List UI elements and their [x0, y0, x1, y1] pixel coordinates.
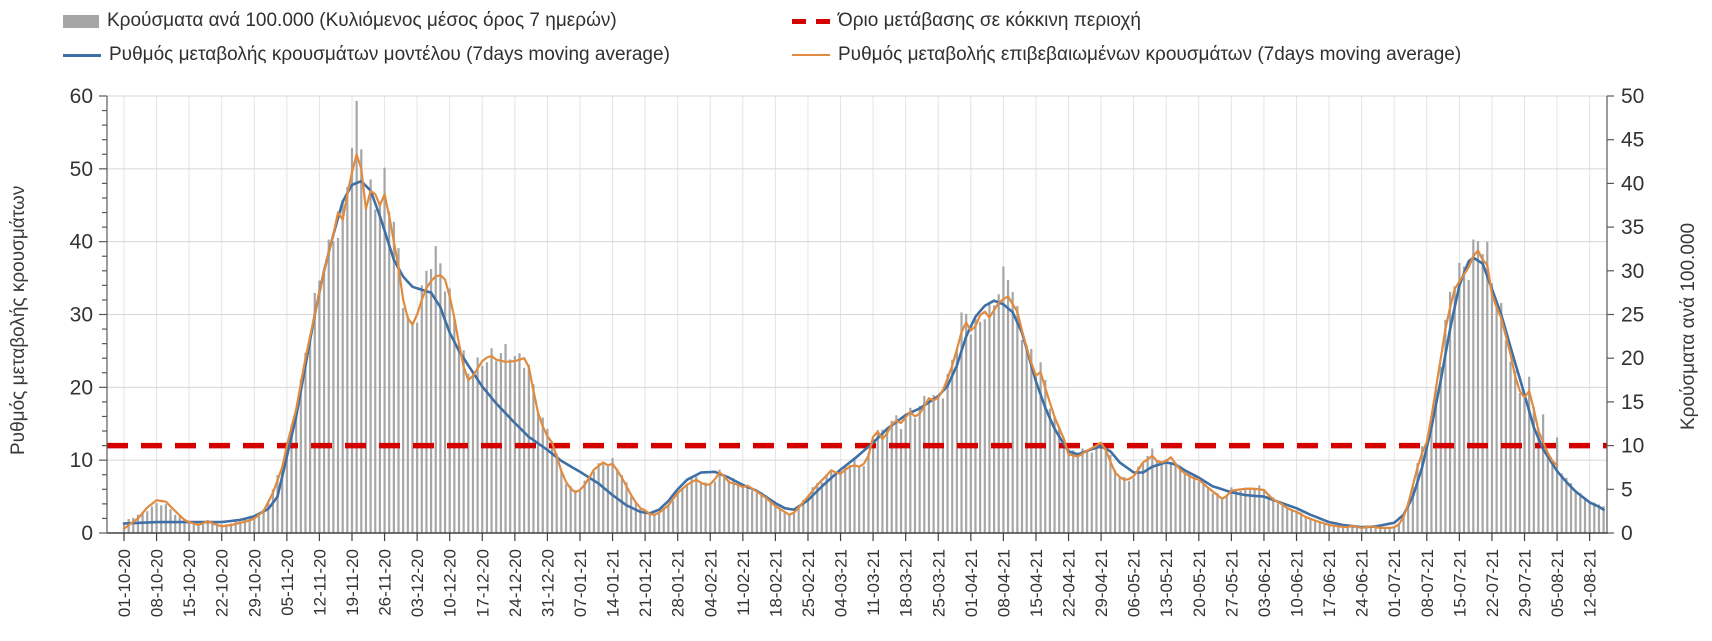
svg-text:17-12-20: 17-12-20 — [473, 549, 492, 617]
svg-text:18-02-21: 18-02-21 — [766, 549, 785, 617]
svg-text:20: 20 — [70, 376, 93, 399]
legend-item-model-rate: Ρυθμός μεταβολής κρουσμάτων μοντέλου (7d… — [63, 42, 670, 68]
svg-text:25-02-21: 25-02-21 — [799, 549, 818, 617]
chart-legend: Κρούσματα ανά 100.000 (Κυλιόμενος μέσος … — [0, 6, 1712, 78]
legend-label: Ρυθμός μεταβολής επιβεβαιωμένων κρουσμάτ… — [838, 44, 1462, 65]
dashed-line-swatch-icon — [792, 18, 830, 24]
svg-text:27-05-21: 27-05-21 — [1222, 549, 1241, 617]
legend-item-red-zone-threshold: Όριο μετάβασης σε κόκκινη περιοχή — [792, 8, 1141, 34]
svg-text:40: 40 — [70, 231, 93, 254]
svg-text:13-05-21: 13-05-21 — [1157, 549, 1176, 617]
svg-text:5: 5 — [1621, 478, 1633, 501]
svg-text:0: 0 — [1621, 522, 1633, 545]
legend-label: Ρυθμός μεταβολής κρουσμάτων μοντέλου (7d… — [109, 44, 670, 65]
svg-text:29-07-21: 29-07-21 — [1516, 549, 1535, 617]
svg-text:05-11-20: 05-11-20 — [278, 549, 297, 616]
svg-text:50: 50 — [1621, 85, 1644, 108]
legend-label: Όριο μετάβασης σε κόκκινη περιοχή — [838, 10, 1141, 31]
svg-text:12-08-21: 12-08-21 — [1581, 549, 1600, 617]
svg-text:22-04-21: 22-04-21 — [1060, 549, 1079, 617]
svg-text:10: 10 — [1621, 435, 1644, 458]
svg-text:18-03-21: 18-03-21 — [897, 549, 916, 617]
svg-text:01-04-21: 01-04-21 — [962, 549, 981, 617]
svg-text:22-07-21: 22-07-21 — [1483, 549, 1502, 617]
legend-item-confirmed-rate: Ρυθμός μεταβολής επιβεβαιωμένων κρουσμάτ… — [792, 42, 1461, 68]
svg-text:12-11-20: 12-11-20 — [310, 549, 329, 616]
svg-text:10-06-21: 10-06-21 — [1288, 549, 1307, 617]
svg-text:25-03-21: 25-03-21 — [929, 549, 948, 617]
svg-text:01-07-21: 01-07-21 — [1385, 549, 1404, 617]
svg-text:15-10-20: 15-10-20 — [180, 549, 199, 617]
svg-text:31-12-20: 31-12-20 — [538, 549, 557, 617]
svg-text:03-12-20: 03-12-20 — [408, 549, 427, 617]
svg-text:35: 35 — [1621, 216, 1644, 239]
legend-item-cases-per-100k: Κρούσματα ανά 100.000 (Κυλιόμενος μέσος … — [63, 8, 617, 34]
svg-text:11-02-21: 11-02-21 — [734, 549, 753, 616]
svg-text:08-10-20: 08-10-20 — [148, 549, 167, 617]
svg-text:17-06-21: 17-06-21 — [1320, 549, 1339, 617]
line-swatch-icon — [63, 53, 101, 57]
svg-text:26-11-20: 26-11-20 — [376, 549, 395, 616]
svg-text:30: 30 — [70, 304, 93, 327]
legend-label: Κρούσματα ανά 100.000 (Κυλιόμενος μέσος … — [107, 10, 617, 31]
svg-text:40: 40 — [1621, 172, 1644, 195]
svg-text:22-10-20: 22-10-20 — [213, 549, 232, 617]
svg-text:29-10-20: 29-10-20 — [245, 549, 264, 617]
svg-text:07-01-21: 07-01-21 — [571, 549, 590, 617]
svg-text:14-01-21: 14-01-21 — [604, 549, 623, 617]
svg-text:28-01-21: 28-01-21 — [669, 549, 688, 617]
svg-text:21-01-21: 21-01-21 — [636, 549, 655, 617]
svg-text:0: 0 — [81, 522, 93, 545]
svg-text:45: 45 — [1621, 129, 1644, 152]
svg-text:25: 25 — [1621, 304, 1644, 327]
svg-text:05-08-21: 05-08-21 — [1548, 549, 1567, 617]
svg-text:08-04-21: 08-04-21 — [994, 549, 1013, 617]
svg-text:24-12-20: 24-12-20 — [506, 549, 525, 617]
line-swatch-icon — [792, 54, 830, 56]
svg-text:50: 50 — [70, 158, 93, 181]
svg-text:01-10-20: 01-10-20 — [115, 549, 134, 617]
svg-text:20: 20 — [1621, 347, 1644, 370]
svg-text:10-12-20: 10-12-20 — [441, 549, 460, 617]
svg-text:11-03-21: 11-03-21 — [864, 549, 883, 616]
bar-swatch-icon — [63, 14, 99, 28]
svg-text:10: 10 — [70, 449, 93, 472]
svg-text:24-06-21: 24-06-21 — [1353, 549, 1372, 617]
svg-text:15: 15 — [1621, 391, 1644, 414]
svg-text:03-06-21: 03-06-21 — [1255, 549, 1274, 617]
svg-text:60: 60 — [70, 85, 93, 108]
svg-text:30: 30 — [1621, 260, 1644, 283]
svg-text:04-03-21: 04-03-21 — [832, 549, 851, 617]
svg-text:29-04-21: 29-04-21 — [1092, 549, 1111, 617]
svg-text:08-07-21: 08-07-21 — [1418, 549, 1437, 617]
svg-text:20-05-21: 20-05-21 — [1190, 549, 1209, 617]
svg-text:19-11-20: 19-11-20 — [343, 549, 362, 616]
svg-text:15-07-21: 15-07-21 — [1450, 549, 1469, 617]
svg-text:06-05-21: 06-05-21 — [1125, 549, 1144, 617]
svg-text:15-04-21: 15-04-21 — [1027, 549, 1046, 617]
svg-text:04-02-21: 04-02-21 — [701, 549, 720, 617]
